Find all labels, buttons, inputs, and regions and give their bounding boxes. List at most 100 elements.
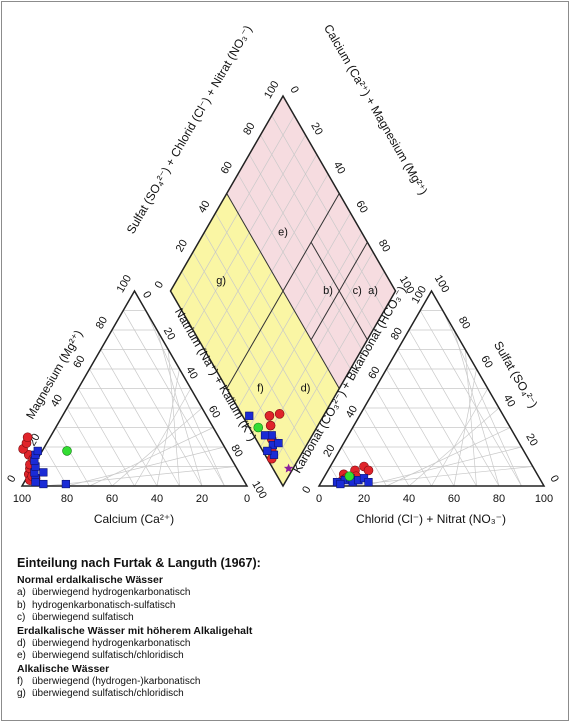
grid-line (386, 368, 455, 487)
blue-square-marker (260, 431, 270, 440)
tick-label: 80 (61, 493, 73, 505)
legend-key: c) (17, 612, 26, 623)
grid-line (145, 310, 225, 487)
tick-label: 60 (366, 365, 383, 382)
grid-line (363, 407, 410, 487)
grid-line (431, 388, 489, 487)
piper-diagram: a)b) c)d)e)f)g)10000010000080202020802020… (5, 22, 561, 526)
blue-square-marker (39, 479, 48, 489)
outlines (20, 94, 546, 488)
red-circle-marker (264, 410, 275, 421)
region-label: a) (368, 285, 378, 297)
grid-line (397, 349, 477, 487)
legend-text: überwiegend sulfatisch (32, 612, 134, 623)
legend-key: a) (17, 587, 26, 598)
axis-title: Chlorid (Cl⁻) + Nitrat (NO₃⁻) (356, 512, 506, 526)
legend-text: überwiegend (hydrogen-)karbonatisch (32, 675, 201, 687)
region-label: e) (278, 226, 288, 238)
grid-line (66, 407, 113, 487)
legend-item: d) überwiegend hydrogenkarbonatisch (17, 638, 557, 651)
zone-line (226, 193, 340, 389)
tick-label: 20 (308, 121, 325, 138)
tick-label: 40 (151, 493, 163, 505)
grid-line (419, 310, 522, 487)
legend-group-heading: Alkalische Wässer (17, 662, 110, 675)
blue-square-marker (31, 477, 40, 487)
tick-label: 40 (403, 493, 415, 505)
blue-square-marker (263, 446, 272, 456)
legend-group-heading: Erdalkalische Wässer mit höherem Alkalig… (17, 624, 253, 637)
legend-key: d) (17, 637, 26, 649)
blue-square-marker (364, 477, 373, 487)
tick-label: 20 (321, 443, 338, 460)
tick-label: 100 (249, 479, 269, 501)
blue-square-marker (39, 468, 48, 477)
region-label: c) (353, 285, 362, 297)
blue-square-marker (245, 411, 254, 420)
tick-label: 0 (153, 279, 166, 290)
tick-label: 20 (523, 432, 540, 449)
region-label: f) (257, 382, 264, 394)
grid-line (167, 349, 180, 487)
tick-label: 100 (115, 273, 135, 295)
zone-line (310, 242, 368, 340)
grid-line (464, 349, 477, 487)
tick-label: 60 (71, 354, 88, 371)
tick-label: 80 (389, 326, 406, 343)
tick-label: 100 (535, 493, 553, 505)
tick-label: 20 (174, 238, 191, 255)
tick-label: 0 (244, 493, 250, 505)
red-circle-marker (265, 420, 276, 431)
tick-label: 60 (106, 493, 118, 505)
legend-key: e) (17, 650, 26, 661)
anion-triangle (317, 289, 546, 487)
legend-item: f) überwiegend (hydrogen-)karbonatisch (17, 676, 557, 689)
grid-line (352, 427, 387, 487)
axis-title: Calcium (Ca²⁺) (94, 512, 174, 526)
tick-label: 60 (478, 354, 495, 371)
blue-square-marker (61, 479, 70, 489)
classification-legend: Einteilung nach Furtak & Languth (1967):… (17, 556, 557, 701)
tick-label: 80 (228, 443, 245, 460)
region-label: g) (216, 275, 226, 287)
grid-line (89, 368, 158, 487)
tick-label: 80 (493, 493, 505, 505)
data-points (18, 409, 374, 489)
tick-label: 60 (206, 404, 223, 421)
legend-text: überwiegend sulfatisch/chloridisch (32, 650, 184, 661)
legend-text: überwiegend hydrogenkarbonatisch (32, 637, 191, 649)
cation-triangle (20, 289, 249, 487)
tick-label: 40 (331, 160, 348, 177)
region-label: d) (301, 382, 311, 394)
tick-label: 40 (501, 393, 518, 410)
blue-square-marker (336, 479, 345, 489)
legend-item: g) überwiegend sulfatisch/chloridisch (17, 688, 557, 701)
legend-item: c) überwiegend sulfatisch (17, 612, 557, 625)
tick-label: 60 (219, 160, 236, 177)
tick-label: 20 (161, 326, 178, 343)
legend-item: b) hydrogenkarbonatisch-sulfatisch (17, 600, 557, 613)
tick-label: 20 (196, 493, 208, 505)
grid-line (134, 388, 192, 487)
tick-label: 0 (547, 473, 560, 484)
tick-label: 40 (183, 365, 200, 382)
legend-text: überwiegend sulfatisch/chloridisch (32, 688, 184, 699)
legend-text: hydrogenkarbonatisch-sulfatisch (32, 599, 176, 611)
diamond-frame (169, 94, 397, 488)
legend-key: f) (17, 675, 24, 687)
tick-label: 40 (196, 199, 213, 216)
legend-item: e) überwiegend sulfatisch/chloridisch (17, 650, 557, 663)
tick-label: 0 (316, 493, 322, 505)
tick-label: 100 (432, 273, 452, 295)
blue-square-marker (33, 446, 42, 456)
legend-key: g) (17, 688, 26, 699)
tick-label: 60 (353, 199, 370, 216)
region-label: b) (323, 285, 333, 297)
grid-line (442, 310, 522, 487)
red-circle-marker (363, 465, 374, 476)
red-circle-marker (274, 409, 285, 419)
tick-label: 0 (287, 84, 300, 95)
tick-label: 80 (94, 315, 111, 332)
green-circle-marker (253, 422, 264, 433)
